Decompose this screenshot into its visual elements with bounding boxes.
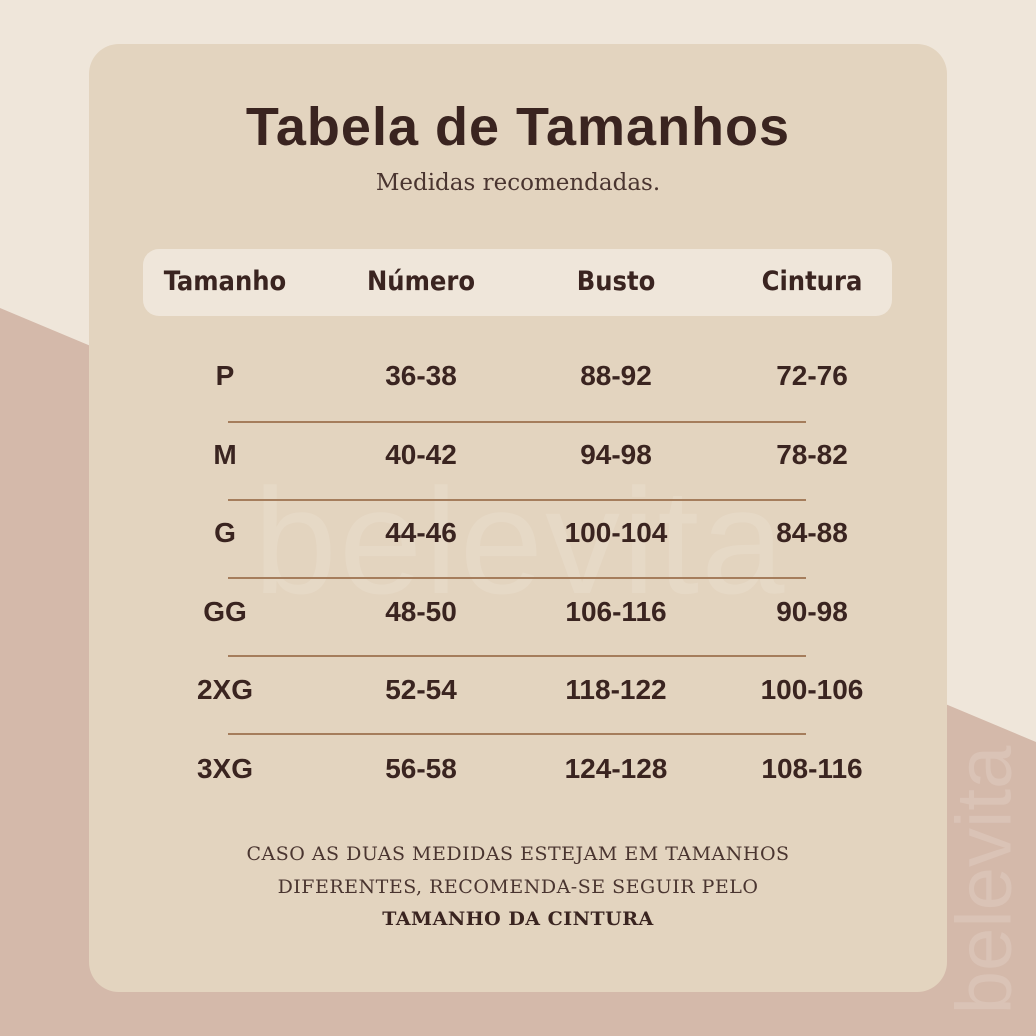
table-header: [143, 249, 892, 316]
row-divider: [228, 577, 806, 579]
row-divider: [228, 421, 806, 423]
row-divider: [228, 655, 806, 657]
cell-cintura: 72-76: [776, 360, 848, 391]
row-divider: [228, 499, 806, 501]
page-title: Tabela de Tamanhos: [245, 97, 791, 157]
cell-busto: 88-92: [580, 360, 652, 391]
cell-tamanho: M: [213, 438, 237, 470]
cell-numero: 40-42: [385, 438, 457, 470]
center-watermark-logo: belevita: [253, 457, 787, 625]
page-subtitle: Medidas recomendadas.: [375, 170, 661, 196]
cell-tamanho: P: [215, 360, 235, 391]
cell-numero: 44-46: [385, 517, 457, 548]
size-chart-card: [89, 44, 947, 992]
cell-numero: 56-58: [385, 752, 457, 784]
cell-cintura: 100-106: [760, 674, 864, 705]
cell-tamanho: GG: [203, 595, 247, 627]
note-emphasis: TAMANHO DA CINTURA: [382, 908, 654, 930]
note-line-1: CASO AS DUAS MEDIDAS ESTEJAM EM TAMANHOS: [246, 843, 790, 865]
cell-tamanho: 3XG: [196, 752, 254, 784]
cell-busto: 124-128: [564, 752, 668, 784]
cell-numero: 52-54: [385, 674, 457, 705]
cell-numero: 36-38: [385, 360, 457, 391]
cell-tamanho: G: [214, 517, 236, 548]
header-numero: Número: [366, 266, 476, 297]
cell-tamanho: 2XG: [196, 674, 254, 705]
cell-busto: 106-116: [565, 595, 667, 627]
cell-cintura: 90-98: [776, 595, 848, 627]
cell-busto: 94-98: [580, 438, 652, 470]
row-divider: [228, 733, 806, 735]
header-tamanho: Tamanho: [163, 266, 287, 297]
cell-cintura: 84-88: [776, 517, 848, 548]
cell-busto: 100-104: [564, 517, 668, 548]
cell-busto: 118-122: [565, 674, 667, 705]
header-cintura: Cintura: [761, 266, 863, 297]
cell-cintura: 108-116: [761, 752, 863, 784]
cell-cintura: 78-82: [776, 438, 848, 470]
cell-numero: 48-50: [385, 595, 457, 627]
note-line-2: DIFERENTES, RECOMENDA-SE SEGUIR PELO: [277, 876, 759, 898]
header-busto: Busto: [576, 266, 656, 297]
